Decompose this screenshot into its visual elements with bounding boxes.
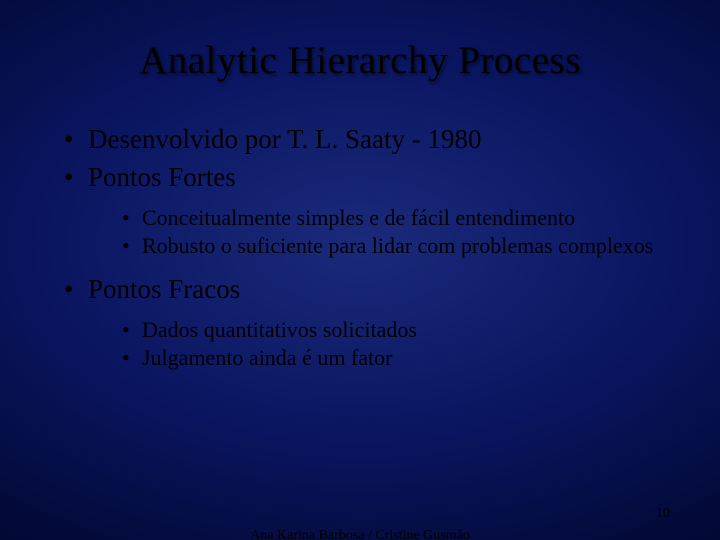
bullet-3-sub-2: Julgamento ainda é um fator: [120, 345, 670, 371]
slide-title: Analytic Hierarchy Process: [0, 0, 720, 83]
bullet-2-sub-1: Conceitualmente simples e de fácil enten…: [120, 205, 670, 231]
bullet-3: Pontos Fracos Dados quantitativos solici…: [60, 273, 670, 372]
bullet-2: Pontos Fortes Conceitualmente simples e …: [60, 161, 670, 260]
footer-page-number: 10: [656, 506, 670, 522]
footer-authors: Ana Karina Barbosa / Cristine Gusmão: [250, 528, 470, 540]
bullet-2-text: Pontos Fortes: [88, 162, 236, 192]
bullet-1-text: Desenvolvido por T. L. Saaty - 1980: [88, 124, 481, 154]
bullet-3-sub-1: Dados quantitativos solicitados: [120, 317, 670, 343]
slide-body: Desenvolvido por T. L. Saaty - 1980 Pont…: [0, 83, 720, 372]
bullet-1: Desenvolvido por T. L. Saaty - 1980: [60, 123, 670, 157]
bullet-3-text: Pontos Fracos: [88, 274, 240, 304]
bullet-2-sub-2: Robusto o suficiente para lidar com prob…: [120, 233, 670, 259]
